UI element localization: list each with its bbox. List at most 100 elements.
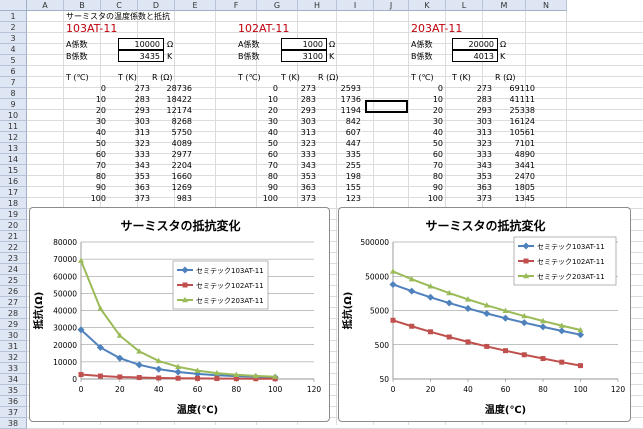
table-cell[interactable]: 303 — [476, 117, 492, 126]
row-header[interactable]: 37 — [0, 407, 27, 418]
thermistor-3-name[interactable]: 203AT-11 — [411, 22, 463, 35]
table-cell[interactable]: 1805 — [514, 183, 535, 192]
thermistor-3-b-input[interactable] — [452, 50, 498, 62]
sheet-title[interactable]: サーミスタの温度係数と抵抗 — [66, 12, 170, 21]
table-cell[interactable]: 283 — [134, 95, 150, 104]
row-header[interactable]: 22 — [0, 242, 27, 253]
row-header[interactable]: 9 — [0, 99, 27, 110]
thermistor-1-header-t-k[interactable]: T (K) — [118, 73, 137, 82]
table-cell[interactable]: 60 — [267, 150, 278, 159]
table-cell[interactable]: 12174 — [166, 106, 192, 115]
table-cell[interactable]: 20 — [95, 106, 106, 115]
table-cell[interactable]: 343 — [134, 161, 150, 170]
table-cell[interactable]: 313 — [476, 128, 492, 137]
table-cell[interactable]: 983 — [176, 194, 192, 203]
thermistor-2-header-t-k[interactable]: T (K) — [281, 73, 300, 82]
thermistor-2-header-t-c[interactable]: T (℃) — [238, 73, 261, 82]
row-header[interactable]: 34 — [0, 374, 27, 385]
table-cell[interactable]: 60 — [95, 150, 106, 159]
table-cell[interactable]: 1345 — [514, 194, 535, 203]
table-cell[interactable]: 30 — [267, 117, 278, 126]
table-cell[interactable]: 323 — [134, 139, 150, 148]
column-header[interactable]: G — [257, 0, 298, 11]
row-header[interactable]: 35 — [0, 385, 27, 396]
table-cell[interactable]: 2977 — [171, 150, 192, 159]
row-header[interactable]: 10 — [0, 110, 27, 121]
table-cell[interactable]: 273 — [300, 84, 316, 93]
table-cell[interactable]: 373 — [134, 194, 150, 203]
row-header[interactable]: 11 — [0, 121, 27, 132]
table-cell[interactable]: 20 — [432, 106, 443, 115]
column-header[interactable]: C — [101, 0, 138, 11]
table-cell[interactable]: 373 — [300, 194, 316, 203]
row-header[interactable]: 19 — [0, 209, 27, 220]
table-cell[interactable]: 283 — [476, 95, 492, 104]
thermistor-2-b-input[interactable] — [281, 50, 327, 62]
table-cell[interactable]: 41111 — [509, 95, 535, 104]
table-cell[interactable]: 303 — [300, 117, 316, 126]
table-cell[interactable]: 363 — [476, 183, 492, 192]
column-header[interactable]: M — [483, 0, 526, 11]
table-cell[interactable]: 20 — [267, 106, 278, 115]
table-cell[interactable]: 303 — [134, 117, 150, 126]
table-cell[interactable]: 1269 — [171, 183, 192, 192]
row-header[interactable]: 15 — [0, 165, 27, 176]
column-header[interactable]: E — [175, 0, 216, 11]
table-cell[interactable]: 30 — [95, 117, 106, 126]
table-cell[interactable]: 155 — [345, 183, 361, 192]
table-cell[interactable]: 80 — [432, 172, 443, 181]
table-cell[interactable]: 363 — [300, 183, 316, 192]
thermistor-1-a-input[interactable] — [118, 38, 164, 50]
table-cell[interactable]: 50 — [432, 139, 443, 148]
table-cell[interactable]: 293 — [476, 106, 492, 115]
table-cell[interactable]: 1194 — [340, 106, 361, 115]
table-cell[interactable]: 25338 — [509, 106, 535, 115]
row-header[interactable]: 16 — [0, 176, 27, 187]
table-cell[interactable]: 353 — [300, 172, 316, 181]
table-cell[interactable]: 100 — [427, 194, 443, 203]
column-header[interactable]: K — [409, 0, 446, 11]
table-cell[interactable]: 313 — [300, 128, 316, 137]
thermistor-3-header-r[interactable]: R (Ω) — [495, 73, 516, 82]
row-header[interactable]: 18 — [0, 198, 27, 209]
thermistor-1-header-t-c[interactable]: T (℃) — [66, 73, 89, 82]
row-header[interactable]: 4 — [0, 44, 27, 55]
table-cell[interactable]: 18422 — [166, 95, 192, 104]
table-cell[interactable]: 70 — [95, 161, 106, 170]
table-cell[interactable]: 293 — [134, 106, 150, 115]
table-cell[interactable]: 30 — [432, 117, 443, 126]
table-cell[interactable]: 323 — [476, 139, 492, 148]
table-cell[interactable]: 3441 — [514, 161, 535, 170]
thermistor-3-header-t-c[interactable]: T (℃) — [411, 73, 434, 82]
table-cell[interactable]: 16124 — [509, 117, 535, 126]
table-cell[interactable]: 2470 — [514, 172, 535, 181]
table-cell[interactable]: 4890 — [514, 150, 535, 159]
table-cell[interactable]: 353 — [134, 172, 150, 181]
column-header[interactable]: H — [298, 0, 337, 11]
table-cell[interactable]: 2204 — [171, 161, 192, 170]
thermistor-2-a-input[interactable] — [281, 38, 327, 50]
thermistor-1-b-input[interactable] — [118, 50, 164, 62]
table-cell[interactable]: 100 — [262, 194, 278, 203]
table-cell[interactable]: 1660 — [171, 172, 192, 181]
thermistor-2-b-label[interactable]: B係数 — [238, 52, 260, 61]
row-header[interactable]: 2 — [0, 22, 27, 33]
table-cell[interactable]: 607 — [345, 128, 361, 137]
table-cell[interactable]: 4089 — [171, 139, 192, 148]
thermistor-1-b-label[interactable]: B係数 — [66, 52, 88, 61]
thermistor-3-header-t-k[interactable]: T (K) — [452, 73, 471, 82]
table-cell[interactable]: 333 — [300, 150, 316, 159]
row-header[interactable]: 24 — [0, 264, 27, 275]
table-cell[interactable]: 283 — [300, 95, 316, 104]
table-cell[interactable]: 50 — [95, 139, 106, 148]
table-cell[interactable]: 333 — [476, 150, 492, 159]
thermistor-2-header-r[interactable]: R (Ω) — [318, 73, 339, 82]
table-cell[interactable]: 5750 — [171, 128, 192, 137]
column-header[interactable]: B — [64, 0, 101, 11]
table-cell[interactable]: 70 — [267, 161, 278, 170]
table-cell[interactable]: 335 — [345, 150, 361, 159]
thermistor-3-a-input[interactable] — [452, 38, 498, 50]
row-header[interactable]: 27 — [0, 297, 27, 308]
column-header[interactable]: D — [138, 0, 175, 11]
